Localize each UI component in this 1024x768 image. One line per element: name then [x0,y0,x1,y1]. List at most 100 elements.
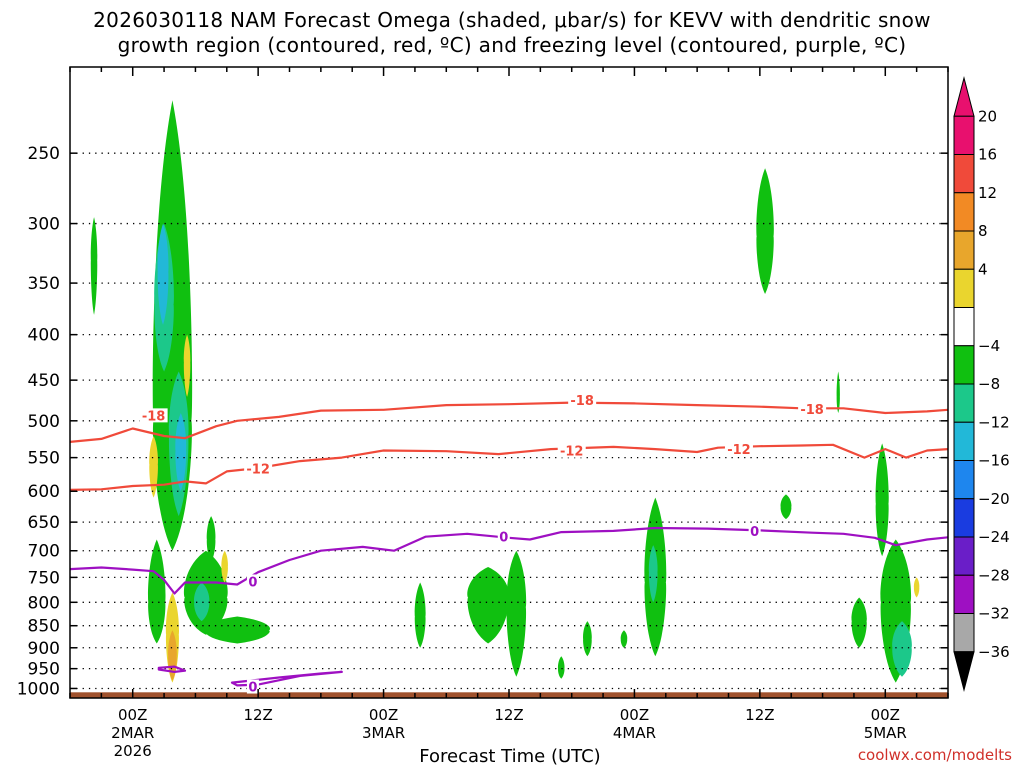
contour-label-freezing-level-0-low-0: 0 [248,681,257,696]
colorbar-bin--24 [953,498,975,538]
omega-region-15 [221,550,228,583]
contour-freezing-level-0 [70,526,948,595]
omega-region-16 [467,566,509,644]
contour-label-dgz-minus-18-0: -18 [142,409,166,424]
colorbar-label: −24 [978,528,1010,546]
colorbar-bin--36 [953,613,975,653]
x-tick-label: 2MAR [111,724,154,742]
omega-region-25 [836,371,840,414]
omega-region-12 [194,582,210,622]
colorbar-bin--12 [953,383,975,423]
x-tick-label: 00Z [871,706,900,724]
x-tick-label: 12Z [494,706,523,724]
omega-region-20 [557,656,565,679]
y-tick-label: 1000 [17,679,60,699]
contour-label-bg [748,523,761,538]
colorbar: 20 16 12 8 4 −4 −8 −12 −16 −20 −24 −28 −32 −36 [953,76,1010,692]
colorbar-label: 20 [978,107,997,125]
y-tick-label: 600 [28,482,60,502]
colorbar-label: −16 [978,452,1010,470]
colorbar-bin-20 [953,115,975,155]
y-tick-label: 500 [28,412,60,432]
colorbar-bin--16 [953,421,975,461]
colorbar-label: 8 [978,222,988,240]
omega-region-4 [175,413,187,492]
y-tick-label: 900 [28,639,60,659]
x-tick-label: 00Z [369,706,398,724]
colorbar-bin--8 [953,345,975,385]
contour-freezing-level-0-small [157,665,187,674]
omega-region-31 [913,577,920,598]
colorbar-label: 16 [978,146,997,164]
y-tick-label: 350 [28,274,60,294]
contour-freezing-level-0-low [230,670,343,687]
y-tick-label: 750 [28,568,60,588]
credit-text: coolwx.com/modelts [857,746,1012,764]
contour-label-bg [139,408,168,423]
contour-label-dgz-minus-12-0: -12 [246,463,270,478]
y-tick-label: 950 [28,660,60,680]
contour-label-dgz-minus-18-1: -18 [570,394,594,409]
contour-label-dgz-minus-18-2: -18 [800,403,824,418]
colorbar-bin-12 [953,192,975,232]
chart-title-line-1: 2026030118 NAM Forecast Omega (shaded, μ… [93,8,931,32]
x-tick-label: 4MAR [613,724,656,742]
contour-label-bg [497,529,510,544]
omega-region-19 [583,621,592,657]
colorbar-bin--4 [953,307,975,347]
contour-label-freezing-level-0-0: 0 [248,575,257,590]
x-axis-title: Forecast Time (UTC) [419,746,601,767]
colorbar-label: −28 [978,566,1010,584]
y-tick-label: 800 [28,593,60,613]
y-tick-label: 400 [28,326,60,346]
omega-region-30 [892,621,912,677]
colorbar-label: −8 [978,375,1000,393]
contour-label-bg [724,442,753,457]
contour-label-bg [246,574,259,589]
omega-region-8 [147,539,166,644]
colorbar-extend-bottom [953,651,975,692]
colorbar-bin-4 [953,268,975,308]
y-axis: 2503003504004505005506006507007508008509… [17,144,948,699]
omega-region-5 [90,217,98,315]
omega-region-26 [780,494,792,520]
colorbar-bin--32 [953,574,975,614]
contour-label-freezing-level-0-1: 0 [499,531,508,546]
omega-region-10 [204,616,271,644]
contour-label-bg [568,393,597,408]
colorbar-bin--28 [953,536,975,576]
colorbar-bin-8 [953,230,975,270]
omega-region-24 [756,168,774,294]
contour-dgz-minus-12 [70,443,948,491]
y-tick-label: 650 [28,513,60,533]
colorbar-bin--20 [953,460,975,500]
y-tick-label: 850 [28,617,60,637]
contour-label-bg [798,402,827,417]
omega-region-6 [183,334,191,397]
x-tick-label: 2026 [114,742,152,760]
x-tick-label: 12Z [745,706,774,724]
contour-label-bg [246,679,259,694]
omega-region-7 [149,435,158,498]
colorbar-bin-16 [953,154,975,194]
x-tick-label: 00Z [118,706,147,724]
contour-label-dgz-minus-12-1: -12 [560,445,584,460]
contour-dgz-minus-18 [70,401,948,443]
colorbar-label: −20 [978,490,1010,508]
colorbar-label: −4 [978,337,1000,355]
colorbar-label: −36 [978,643,1010,661]
x-tick-label: 12Z [243,706,272,724]
colorbar-label: 12 [978,184,997,202]
contour-label-freezing-level-0-2: 0 [750,525,759,540]
contour-label-dgz-minus-12-2: -12 [727,443,751,458]
colorbar-label: −12 [978,413,1010,431]
omega-region-21 [620,630,628,648]
y-tick-label: 300 [28,215,60,235]
colorbar-label: 4 [978,260,988,278]
colorbar-extend-top [953,76,975,117]
y-tick-label: 700 [28,542,60,562]
omega-region-2 [157,223,169,325]
x-tick-label: 3MAR [362,724,405,742]
